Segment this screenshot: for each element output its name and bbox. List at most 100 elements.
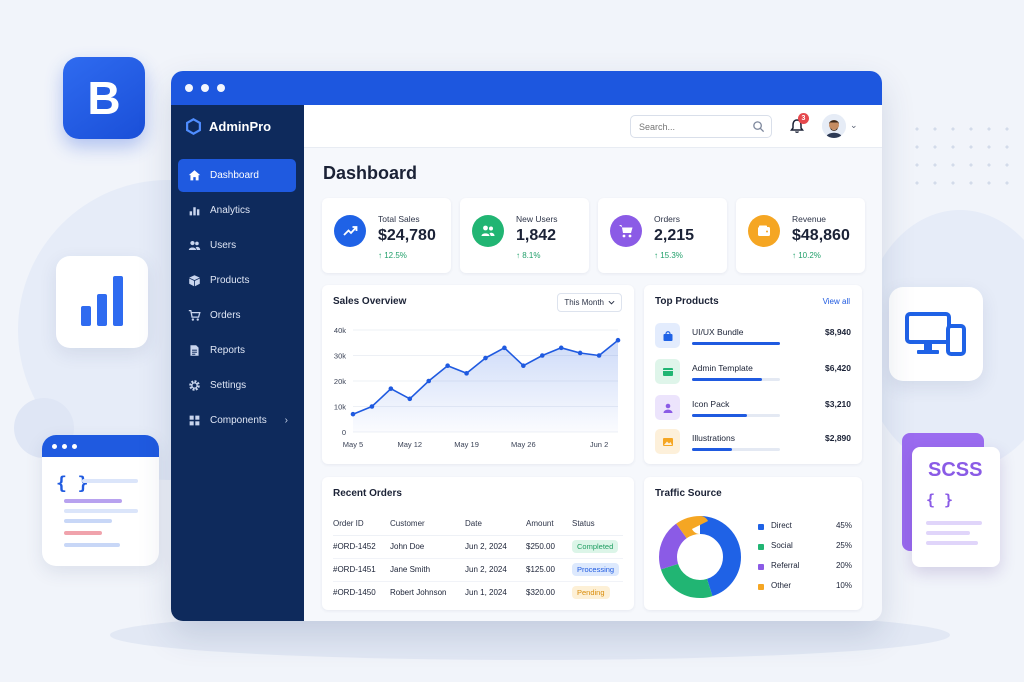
- sidebar-nav: Dashboard Analytics Users Products Order…: [178, 159, 296, 439]
- data-point: [369, 404, 375, 409]
- product-name: Icon Pack: [692, 399, 730, 409]
- product-name: UI/UX Bundle: [692, 327, 744, 337]
- table-row[interactable]: #ORD-1451 Jane Smith Jun 2, 2024 $125.00…: [333, 558, 623, 582]
- sidebar-item-label: Reports: [210, 345, 246, 356]
- order-date: Jun 2, 2024: [465, 535, 526, 559]
- table-row[interactable]: #ORD-1450 Robert Johnson Jun 1, 2024 $32…: [333, 581, 623, 604]
- y-tick-label: 0: [342, 428, 346, 437]
- product-row[interactable]: Illustrations $2,890: [655, 427, 851, 457]
- data-point: [521, 363, 526, 368]
- sidebar-item-components[interactable]: Components ›: [178, 404, 296, 437]
- legend-item: Direct 45%: [758, 521, 852, 535]
- product-progress: [692, 448, 780, 451]
- legend-item: Referral 20%: [758, 561, 852, 575]
- sidebar: AdminPro Dashboard Analytics Users Produ…: [171, 105, 304, 621]
- users-icon: [188, 240, 201, 250]
- stat-card-orders[interactable]: Orders 2,215 ↑ 15.3%: [598, 198, 727, 273]
- sidebar-item-users[interactable]: Users: [178, 229, 296, 262]
- order-amount: $125.00: [526, 558, 572, 582]
- legend-swatch: [758, 584, 764, 590]
- data-point: [596, 353, 602, 358]
- chevron-down-icon[interactable]: ⌄: [850, 120, 858, 130]
- window-dot[interactable]: [201, 84, 209, 92]
- order-amount: $320.00: [526, 588, 555, 598]
- y-tick-label: 30k: [334, 352, 346, 361]
- order-status-cell: Processing: [572, 558, 623, 582]
- avatar[interactable]: [822, 114, 846, 138]
- avatar-image: [822, 114, 846, 138]
- table-row[interactable]: #ORD-1452 John Doe Jun 2, 2024 $250.00 C…: [333, 535, 623, 559]
- sidebar-item-products[interactable]: Products: [178, 264, 296, 297]
- status-badge: Processing: [572, 563, 620, 576]
- chevron-right-icon: ›: [284, 415, 288, 426]
- page-title: Dashboard: [323, 163, 418, 183]
- data-point: [539, 353, 545, 358]
- sales-line-chart: 0 10k 20k 30k 40k May 5 May 12 May 19 May 26 Jun …: [334, 326, 621, 449]
- table-header-row: Order ID Customer Date Amount Status: [333, 513, 623, 536]
- search-icon[interactable]: [752, 120, 765, 133]
- order-date: Jun 1, 2024: [465, 588, 507, 598]
- product-progress-fill: [692, 342, 780, 345]
- view-all-link[interactable]: View all: [822, 297, 850, 306]
- order-customer: Robert Johnson: [390, 588, 447, 598]
- data-point: [558, 345, 564, 351]
- data-point: [483, 355, 488, 361]
- order-amount: $250.00: [526, 535, 572, 559]
- window-titlebar: [171, 71, 882, 105]
- stat-card-total-sales[interactable]: Total Sales $24,780 ↑ 12.5%: [322, 198, 451, 273]
- search-input[interactable]: [630, 115, 772, 138]
- code-window-titlebar: [42, 435, 159, 457]
- donut-slice: [659, 516, 741, 598]
- order-status-cell: Completed: [572, 535, 623, 559]
- stat-icon: [610, 215, 642, 247]
- dot-grid-decoration: [908, 120, 1018, 190]
- code-line: [926, 541, 978, 545]
- stat-label: Revenue: [792, 214, 827, 224]
- product-row[interactable]: UI/UX Bundle $8,940: [655, 321, 851, 351]
- brand-logo[interactable]: AdminPro: [185, 118, 271, 135]
- x-tick-label: May 12: [397, 440, 422, 449]
- data-point: [577, 350, 583, 356]
- stat-value: 2,215: [654, 227, 695, 244]
- sidebar-item-dashboard[interactable]: Dashboard: [178, 159, 296, 192]
- stat-label: Orders: [654, 214, 680, 224]
- product-row[interactable]: Admin Template $6,420: [655, 357, 851, 387]
- product-progress-fill: [692, 448, 732, 451]
- x-tick-label: May 5: [343, 440, 363, 449]
- sales-overview-card: Sales Overview This Month 0 10k 20k 30k 40k M…: [322, 285, 634, 464]
- column-header: Status: [572, 513, 623, 536]
- product-progress-fill: [692, 378, 763, 381]
- sidebar-item-analytics[interactable]: Analytics: [178, 194, 296, 227]
- users-icon: [481, 225, 495, 236]
- product-value: $8,940: [825, 327, 851, 337]
- window-dot[interactable]: [217, 84, 225, 92]
- document-icon: [190, 345, 199, 356]
- stat-card-revenue[interactable]: Revenue $48,860 ↑ 10.2%: [736, 198, 865, 273]
- window-dot[interactable]: [185, 84, 193, 92]
- column-header: Date: [465, 513, 526, 536]
- product-row[interactable]: Icon Pack $3,210: [655, 393, 851, 423]
- sidebar-item-label: Orders: [210, 310, 241, 321]
- bar-chart-icon-bar: [97, 294, 107, 326]
- cart-icon: [188, 309, 201, 321]
- date-range-dropdown[interactable]: This Month: [557, 293, 622, 312]
- stat-label: Total Sales: [378, 214, 420, 224]
- sidebar-item-reports[interactable]: Reports: [178, 334, 296, 367]
- y-tick-label: 40k: [334, 326, 346, 335]
- chevron-down-icon: [608, 300, 615, 305]
- order-status-cell: Pending: [572, 581, 623, 604]
- data-point: [388, 386, 394, 391]
- product-icon: [655, 429, 680, 454]
- sidebar-item-orders[interactable]: Orders: [178, 299, 296, 332]
- column-header: Order ID: [333, 513, 390, 536]
- stat-icon: [334, 215, 366, 247]
- stat-change: ↑ 10.2%: [792, 251, 821, 260]
- card-title: Sales Overview: [333, 296, 407, 307]
- legend-swatch: [758, 524, 764, 530]
- sidebar-item-settings[interactable]: Settings: [178, 369, 296, 402]
- stat-value: $48,860: [792, 227, 850, 244]
- code-line: [926, 521, 982, 525]
- code-line: [64, 531, 102, 535]
- product-value: $6,420: [825, 363, 851, 373]
- stat-card-new-users[interactable]: New Users 1,842 ↑ 8.1%: [460, 198, 589, 273]
